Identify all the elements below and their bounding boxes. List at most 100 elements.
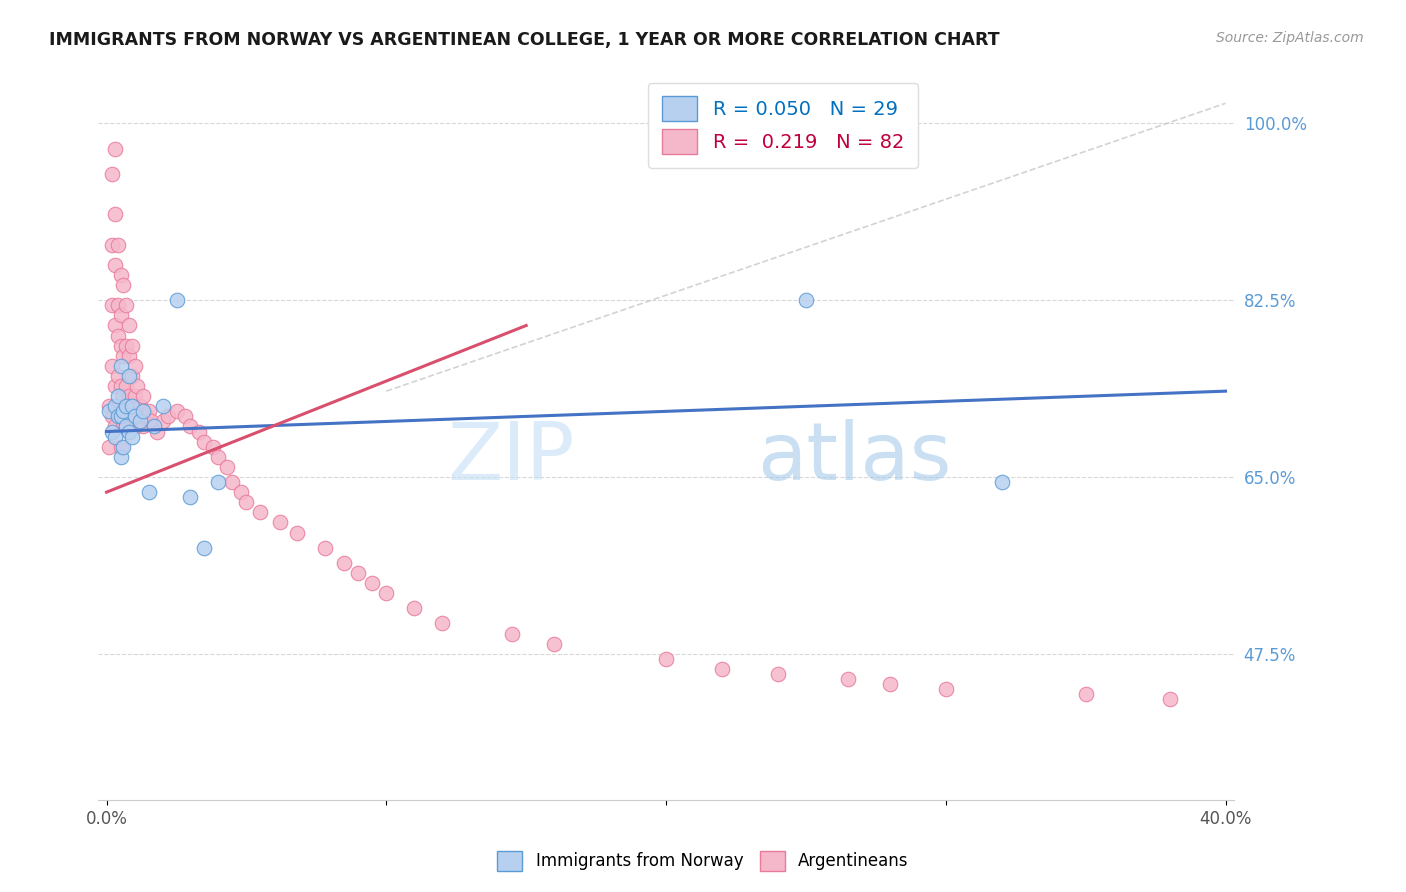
Point xyxy=(121,369,143,384)
Point xyxy=(115,379,138,393)
Point xyxy=(837,672,859,686)
Point xyxy=(118,349,141,363)
Point xyxy=(101,167,124,181)
Point xyxy=(215,459,238,474)
Point xyxy=(121,429,143,443)
Point xyxy=(501,626,523,640)
Point xyxy=(121,399,143,413)
Point xyxy=(101,298,124,312)
Point xyxy=(207,450,229,464)
Point xyxy=(124,359,146,373)
Point xyxy=(124,389,146,403)
Point xyxy=(110,359,132,373)
Point xyxy=(152,399,174,413)
Point xyxy=(110,268,132,282)
Point xyxy=(118,369,141,384)
Point xyxy=(98,404,121,418)
Text: IMMIGRANTS FROM NORWAY VS ARGENTINEAN COLLEGE, 1 YEAR OR MORE CORRELATION CHART: IMMIGRANTS FROM NORWAY VS ARGENTINEAN CO… xyxy=(49,31,1000,49)
Point xyxy=(112,440,135,454)
Point xyxy=(655,652,678,666)
Point xyxy=(143,419,166,434)
Point xyxy=(124,409,146,424)
Point xyxy=(107,369,129,384)
Point xyxy=(110,379,132,393)
Point xyxy=(132,389,155,403)
Point xyxy=(118,318,141,333)
Point xyxy=(269,516,291,530)
Point xyxy=(98,399,121,413)
Point xyxy=(104,399,127,413)
Point xyxy=(112,349,135,363)
Text: Source: ZipAtlas.com: Source: ZipAtlas.com xyxy=(1216,31,1364,45)
Point xyxy=(121,409,143,424)
Point xyxy=(152,414,174,428)
Point xyxy=(104,258,127,272)
Point xyxy=(112,419,135,434)
Point xyxy=(141,414,163,428)
Point xyxy=(543,637,565,651)
Point xyxy=(249,505,271,519)
Point xyxy=(129,414,152,428)
Point xyxy=(166,293,188,308)
Point xyxy=(179,419,201,434)
Point xyxy=(107,399,129,413)
Point xyxy=(104,419,127,434)
Point xyxy=(794,293,817,308)
Point xyxy=(107,409,129,424)
Point xyxy=(115,298,138,312)
Point xyxy=(285,525,308,540)
Point xyxy=(207,475,229,489)
Point xyxy=(110,409,132,424)
Point xyxy=(404,601,426,615)
Point xyxy=(135,409,157,424)
Point xyxy=(104,379,127,393)
Point xyxy=(193,434,215,449)
Point xyxy=(711,662,734,676)
Point xyxy=(146,425,169,439)
Point xyxy=(1159,692,1181,706)
Point xyxy=(101,237,124,252)
Point xyxy=(98,440,121,454)
Legend: R = 0.050   N = 29, R =  0.219   N = 82: R = 0.050 N = 29, R = 0.219 N = 82 xyxy=(648,83,918,168)
Point xyxy=(121,339,143,353)
Point xyxy=(118,425,141,439)
Point xyxy=(107,298,129,312)
Point xyxy=(110,339,132,353)
Point xyxy=(115,339,138,353)
Point xyxy=(347,566,370,580)
Point xyxy=(101,425,124,439)
Point xyxy=(127,419,149,434)
Point xyxy=(132,419,155,434)
Point xyxy=(104,318,127,333)
Point xyxy=(127,379,149,393)
Point xyxy=(375,586,398,600)
Point xyxy=(101,409,124,424)
Point xyxy=(361,576,384,591)
Point xyxy=(107,328,129,343)
Point xyxy=(201,440,224,454)
Point xyxy=(132,404,155,418)
Point xyxy=(174,409,197,424)
Point xyxy=(879,677,901,691)
Point xyxy=(235,495,257,509)
Point xyxy=(110,409,132,424)
Point xyxy=(104,207,127,221)
Point xyxy=(101,359,124,373)
Point xyxy=(333,556,356,570)
Point xyxy=(221,475,243,489)
Point xyxy=(118,389,141,403)
Point xyxy=(935,682,957,697)
Text: atlas: atlas xyxy=(756,419,952,498)
Point xyxy=(115,419,138,434)
Point xyxy=(115,419,138,434)
Point xyxy=(1074,687,1097,701)
Point xyxy=(110,440,132,454)
Text: ZIP: ZIP xyxy=(449,419,575,498)
Point xyxy=(138,404,160,418)
Point xyxy=(112,278,135,293)
Point xyxy=(138,485,160,500)
Point xyxy=(115,399,138,413)
Point xyxy=(179,490,201,504)
Point xyxy=(432,616,454,631)
Legend: Immigrants from Norway, Argentineans: Immigrants from Norway, Argentineans xyxy=(489,842,917,880)
